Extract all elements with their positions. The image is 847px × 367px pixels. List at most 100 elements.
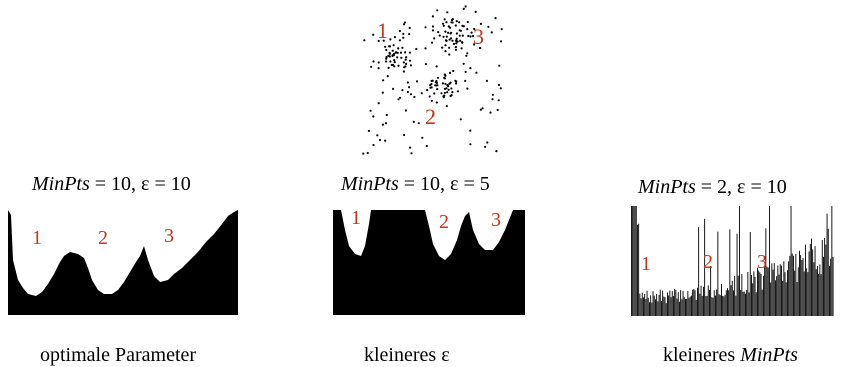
scatter-dot [408, 59, 412, 62]
scatter-dot [424, 26, 427, 29]
reachability-bar [638, 223, 640, 316]
scatter-dot [469, 143, 472, 146]
scatter-dot [498, 64, 501, 67]
param-name: MinPts [32, 173, 90, 195]
scatter-dot [436, 76, 440, 79]
scatter-dot [445, 87, 448, 90]
scatter-dot [372, 60, 375, 63]
reachability-bar [758, 270, 760, 316]
scatter-dot [467, 34, 470, 38]
param-name: MinPts [341, 173, 399, 195]
reachability-bar [832, 257, 834, 316]
reachability-bar [735, 295, 737, 316]
scatter-dot [404, 51, 407, 54]
caption-text: kleineres [663, 344, 741, 366]
scatter-dot [399, 96, 402, 99]
scatter-dot [394, 51, 397, 54]
reachability-bar [743, 291, 745, 316]
reachability-bar [632, 206, 634, 316]
scatter-dot [461, 41, 464, 44]
scatter-dot [424, 63, 427, 66]
cluster-label-2: 2 [425, 104, 436, 129]
scatter-dot [417, 122, 420, 125]
scatter-dot [455, 37, 458, 40]
reachability-bar [717, 231, 719, 316]
scatter-dot [464, 70, 467, 73]
reachability-bar [662, 290, 664, 316]
scatter-dot [461, 24, 464, 27]
reachability-bar [766, 266, 768, 316]
cluster-scatter-plot: 1 2 3 [355, 0, 515, 160]
scatter-dot [443, 76, 446, 79]
scatter-dot [405, 62, 408, 65]
reachability-bar [683, 297, 685, 316]
scatter-dot [444, 30, 447, 33]
reachability-bar [759, 272, 761, 316]
scatter-dot [452, 69, 455, 73]
reachability-bar [725, 290, 727, 316]
scatter-dot [451, 39, 454, 42]
scatter-dot [494, 17, 497, 20]
reachability-bar [641, 292, 643, 316]
reachability-bar [671, 291, 673, 316]
plot2-label-2: 2 [439, 211, 449, 233]
reachability-bar [701, 295, 703, 316]
scatter-dot [420, 92, 423, 95]
reachability-bar [763, 275, 764, 316]
reachability-bar [770, 282, 772, 316]
reachability-bar [674, 289, 676, 316]
scatter-dot [384, 122, 387, 125]
scatter-dot [455, 82, 458, 85]
reachability-bar [793, 255, 794, 316]
scatter-dot [455, 80, 458, 83]
scatter-dot [487, 25, 490, 28]
scatter-dot [377, 102, 380, 105]
scatter-dot [408, 51, 411, 54]
scatter-dot [446, 83, 449, 87]
scatter-dot [408, 33, 411, 36]
scatter-dot [428, 95, 431, 98]
scatter-dot [415, 80, 419, 83]
cluster-label-1: 1 [377, 18, 388, 43]
reachability-bar [739, 206, 740, 316]
scatter-dot [478, 46, 482, 50]
scatter-dot [402, 32, 405, 36]
reachability-bar [769, 206, 770, 316]
param-values: = 10, ε = 10 [89, 173, 191, 195]
scatter-dot [396, 56, 399, 59]
scatter-dot [452, 42, 456, 46]
reachability-plot-1: 1 2 3 [8, 210, 238, 315]
scatter-dot [392, 44, 395, 47]
reachability-bar [716, 289, 718, 316]
scatter-dot [431, 79, 434, 82]
scatter-dot [454, 46, 457, 49]
reachability-bar [661, 301, 662, 316]
reachability-bar [647, 297, 649, 316]
scatter-dot [444, 44, 447, 47]
scatter-dot [366, 151, 369, 155]
scatter-dot [466, 20, 469, 24]
scatter-dot [421, 136, 424, 139]
scatter-dot [388, 45, 392, 48]
scatter-dot [415, 47, 418, 51]
reachability-bar [815, 269, 817, 316]
reachability-bar [796, 282, 798, 316]
scatter-dot [485, 79, 488, 82]
scatter-dot [441, 22, 445, 25]
reachability-plot-svg-3: 1 2 3 [631, 206, 834, 316]
scatter-dot [450, 21, 453, 24]
reachability-bar [706, 295, 708, 316]
reachability-bar [694, 290, 696, 316]
reachability-bar [755, 292, 757, 316]
reachability-bar [722, 295, 724, 316]
reachability-bar [779, 264, 781, 316]
scatter-dot [461, 34, 464, 37]
reachability-bar [789, 255, 791, 316]
scatter-dot [443, 91, 446, 94]
scatter-dot [469, 35, 472, 38]
scatter-dot [377, 61, 380, 64]
plot2-label-3: 3 [491, 209, 501, 231]
scatter-dot [409, 146, 412, 149]
reachability-bar [646, 290, 648, 316]
scatter-dot [447, 88, 450, 91]
